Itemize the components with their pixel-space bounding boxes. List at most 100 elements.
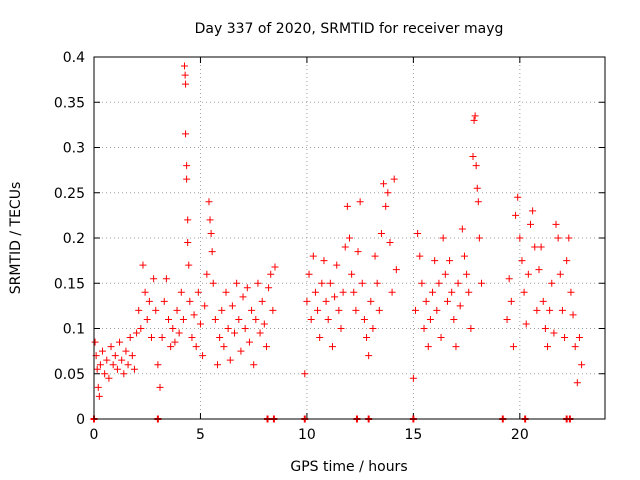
data-point <box>241 325 249 332</box>
data-point <box>433 306 441 314</box>
ticks: 0 0.05 0.1 0.15 0.2 0.25 0.3 0.35 0.4 0 5 10 15 20 <box>54 50 605 443</box>
data-point <box>346 234 353 242</box>
data-point <box>533 306 541 314</box>
data-point <box>190 311 198 319</box>
data-point <box>435 279 443 287</box>
data-point <box>128 352 136 360</box>
data-point <box>318 279 326 287</box>
data-point <box>182 80 190 88</box>
data-point <box>322 297 330 305</box>
data-point <box>316 334 324 342</box>
data-point <box>118 356 126 364</box>
data-point <box>426 315 434 323</box>
data-point <box>96 361 104 369</box>
data-point <box>339 288 347 296</box>
data-point <box>443 297 451 305</box>
data-point <box>369 325 377 332</box>
data-point <box>133 329 141 337</box>
data-point <box>454 279 462 287</box>
data-point <box>184 239 192 247</box>
data-point <box>139 261 147 269</box>
data-point <box>175 329 183 337</box>
data-point <box>450 315 458 323</box>
data-point <box>216 334 224 342</box>
data-point <box>554 234 562 242</box>
data-point <box>512 211 520 219</box>
data-point <box>475 234 483 242</box>
data-point <box>239 293 247 301</box>
data-point <box>314 306 322 314</box>
data-point <box>358 279 366 287</box>
data-point <box>260 320 268 328</box>
y-tick-label: 0.25 <box>54 186 85 202</box>
data-point <box>194 288 202 296</box>
data-point <box>245 338 253 346</box>
data-point <box>384 189 392 197</box>
data-point <box>569 311 577 319</box>
data-point <box>179 315 187 323</box>
data-point <box>571 343 579 351</box>
data-point <box>116 338 124 346</box>
data-point <box>91 338 99 346</box>
data-point <box>301 370 309 378</box>
data-point <box>341 243 349 251</box>
data-point <box>147 334 155 342</box>
data-point <box>331 293 339 301</box>
x-tick-label: 5 <box>196 427 205 443</box>
data-point <box>224 325 232 332</box>
data-point <box>544 343 552 351</box>
data-point <box>429 288 437 296</box>
data-point <box>537 243 545 251</box>
data-point <box>373 279 381 287</box>
data-point <box>386 239 394 247</box>
data-point <box>460 252 468 260</box>
data-point <box>220 343 228 351</box>
data-point <box>206 216 214 224</box>
data-point <box>380 180 388 188</box>
data-point <box>431 257 439 265</box>
data-point <box>262 343 270 351</box>
data-point <box>122 347 130 355</box>
data-point <box>535 266 543 274</box>
data-point <box>548 279 556 287</box>
data-point <box>213 361 221 369</box>
data-point <box>109 361 117 369</box>
data-point <box>424 343 432 351</box>
data-point <box>124 361 132 369</box>
data-point <box>228 302 236 310</box>
y-tick-label: 0.4 <box>63 50 85 66</box>
data-point <box>365 352 373 360</box>
data-point <box>472 162 480 170</box>
data-point <box>111 352 119 360</box>
data-point <box>205 198 213 206</box>
data-point <box>518 257 526 265</box>
data-point <box>182 130 190 138</box>
data-point <box>185 261 193 269</box>
data-point <box>526 220 534 228</box>
data-point <box>171 338 179 346</box>
data-point <box>158 334 166 342</box>
data-point <box>152 306 160 314</box>
data-point <box>371 252 379 260</box>
data-point <box>309 252 317 260</box>
data-point <box>201 302 209 310</box>
data-point <box>531 243 539 251</box>
data-point <box>203 270 211 278</box>
data-point <box>503 315 511 323</box>
data-point <box>211 315 219 323</box>
data-point <box>180 62 188 70</box>
data-point <box>303 297 311 305</box>
data-point <box>183 162 191 170</box>
data-point <box>473 184 481 192</box>
data-point <box>382 202 390 210</box>
data-point <box>235 315 243 323</box>
data-point <box>550 329 558 337</box>
data-point <box>412 306 420 314</box>
data-point <box>439 234 447 242</box>
data-point <box>474 198 482 206</box>
data-point <box>360 315 368 323</box>
data-point <box>416 252 424 260</box>
data-point <box>167 343 175 351</box>
data-point <box>456 302 464 310</box>
